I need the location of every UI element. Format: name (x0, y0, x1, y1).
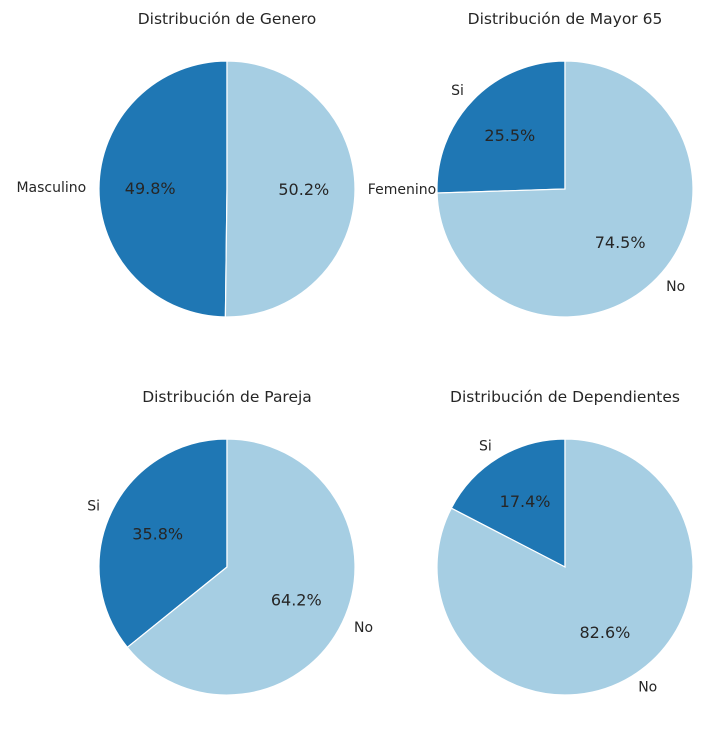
pie-panel-4: Distribución de Dependientes Si 17.4% No 82.… (436, 388, 694, 696)
pie-slice-si (450, 438, 566, 568)
pie-panel-2: Distribución de Mayor 65 Si 25.5% No 74.5% (436, 10, 694, 318)
pie-slice-no (126, 438, 356, 696)
slice-label-femenino: Femenino (368, 182, 436, 198)
slice-label-si: Si (87, 498, 100, 514)
pie-slice-si (98, 438, 228, 649)
slice-label-no: No (638, 679, 657, 695)
pie-slice-si (436, 60, 566, 194)
slice-label-no: No (666, 279, 685, 295)
pie-title: Distribución de Pareja (142, 388, 312, 406)
pie-slice-no (436, 438, 694, 696)
pie-slice-no (436, 60, 694, 318)
slice-label-masculino: Masculino (16, 180, 86, 196)
slice-label-si: Si (451, 83, 464, 99)
slice-percent-no: 74.5% (595, 233, 646, 252)
pie-title: Distribución de Genero (138, 10, 317, 28)
slice-percent-no: 64.2% (271, 591, 322, 610)
pie-slice-masculino (98, 60, 228, 318)
slice-percent-si: 35.8% (132, 524, 183, 543)
pie-title: Distribución de Dependientes (450, 388, 680, 406)
slice-percent-masculino: 49.8% (125, 179, 176, 198)
slice-percent-no: 82.6% (580, 623, 631, 642)
slice-percent-femenino: 50.2% (278, 180, 329, 199)
slice-label-si: Si (479, 439, 492, 455)
slice-percent-si: 17.4% (500, 492, 551, 511)
pie-title: Distribución de Mayor 65 (468, 10, 663, 28)
slice-percent-si: 25.5% (484, 126, 535, 145)
pie-panel-3: Distribución de Pareja Si 35.8% No 64.2% (87, 388, 373, 696)
pie-slice-femenino (224, 60, 356, 318)
pie-panel-1: Distribución de Genero Masculino 49.8% Feme… (16, 10, 436, 318)
slice-label-no: No (354, 620, 373, 636)
